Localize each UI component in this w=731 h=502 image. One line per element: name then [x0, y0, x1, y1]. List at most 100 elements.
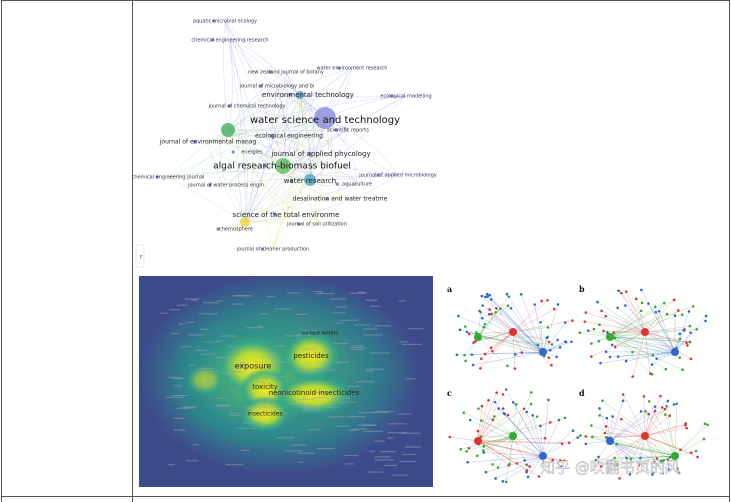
density-term: [290, 444, 307, 446]
network-label: journal of chemical technology: [207, 104, 285, 110]
density-term: [392, 474, 408, 476]
panel-node: [688, 340, 692, 344]
density-term: [216, 397, 226, 399]
panel-node: [621, 399, 625, 402]
panel-node: [680, 313, 684, 316]
panel-edge: [619, 435, 646, 479]
network-edge: [276, 85, 311, 181]
density-term: [301, 371, 309, 373]
panel-edge: [512, 331, 552, 366]
panel-edge: [495, 455, 544, 479]
density-term: [185, 321, 195, 323]
panel-node: [651, 471, 655, 475]
density-term: [349, 393, 357, 395]
density-term: [268, 407, 282, 409]
network-node: [227, 104, 231, 108]
panel-edge: [512, 404, 532, 437]
panel-hub: [474, 437, 482, 445]
panel-edge: [477, 440, 565, 461]
panel-hub: [606, 437, 614, 445]
panel-edge: [609, 299, 675, 338]
panel-edge: [580, 435, 676, 457]
panel-node: [546, 298, 549, 302]
panel-node: [560, 465, 563, 468]
panel-node: [563, 340, 567, 343]
panel-hub: [606, 333, 614, 341]
panel-node: [503, 412, 507, 416]
network-edge: [324, 117, 341, 200]
panel-edge: [477, 394, 504, 442]
network-node: [193, 140, 197, 144]
panel-edge: [632, 331, 646, 377]
panel-node: [506, 413, 510, 417]
panel-node: [480, 357, 483, 361]
panel-node: [462, 411, 466, 414]
panel-node: [567, 441, 571, 445]
panel-node: [464, 359, 467, 363]
network-edge: [167, 176, 246, 223]
network-edge: [167, 171, 311, 181]
panel-node: [556, 338, 559, 342]
density-term: [344, 463, 355, 465]
panel-edge: [674, 332, 691, 353]
density-label: toxicity: [252, 383, 278, 391]
density-term: [352, 348, 364, 351]
panel-node: [489, 346, 493, 349]
network-edge: [285, 94, 303, 216]
network-label: new zealand journal of botany: [248, 70, 324, 76]
panel-letter: d: [579, 388, 585, 398]
network-node: [211, 38, 215, 42]
panel-node: [480, 404, 484, 408]
panel-node: [579, 434, 582, 437]
density-term: [173, 429, 185, 431]
panel-node: [587, 329, 590, 332]
density-term: [297, 452, 316, 454]
density-term: [276, 437, 295, 439]
panel-letter: c: [447, 388, 452, 398]
density-term: [259, 367, 277, 369]
panel-node: [471, 363, 475, 367]
panel-node: [475, 454, 479, 458]
density-term: [307, 428, 316, 431]
panel-edge: [513, 402, 544, 457]
density-term: [302, 407, 311, 409]
panel-node: [640, 288, 643, 292]
density-term: [274, 345, 285, 347]
network-edge: [282, 94, 309, 167]
panel-edge: [540, 322, 544, 353]
network-node: [208, 183, 212, 187]
panel-node: [590, 342, 593, 345]
network-label: science of the total environme: [233, 211, 340, 219]
panel-edge: [665, 414, 676, 457]
panel-node: [584, 435, 588, 438]
panel-edge: [644, 329, 685, 333]
panel-node: [539, 320, 542, 324]
panel-edge: [477, 440, 563, 444]
panel-node: [597, 455, 600, 459]
network-edge: [244, 183, 358, 223]
network-edge: [282, 165, 318, 225]
panel-node: [704, 319, 707, 323]
density-term: [331, 312, 346, 314]
panel-edge: [485, 455, 544, 473]
panel-edge: [609, 440, 653, 475]
density-term: [214, 405, 231, 407]
panel-node: [535, 415, 539, 418]
panel-edge: [512, 331, 516, 369]
panel-node: [617, 289, 620, 293]
network-label: desalination and water treatme: [293, 196, 388, 203]
panel-node: [608, 355, 612, 359]
panel-edge: [609, 329, 697, 338]
network-edge: [225, 94, 301, 186]
panel-node: [509, 306, 513, 310]
panel-edge: [609, 440, 631, 475]
panel-edge: [609, 313, 668, 338]
panel-node: [545, 336, 549, 340]
panel-edge: [477, 336, 545, 357]
panel-node: [501, 480, 505, 483]
density-label: pesticides: [293, 352, 329, 360]
density-term: [231, 295, 250, 297]
density-term: [286, 292, 301, 294]
panel-hub: [474, 333, 482, 341]
network-label: journal of soil utilization: [286, 222, 347, 228]
